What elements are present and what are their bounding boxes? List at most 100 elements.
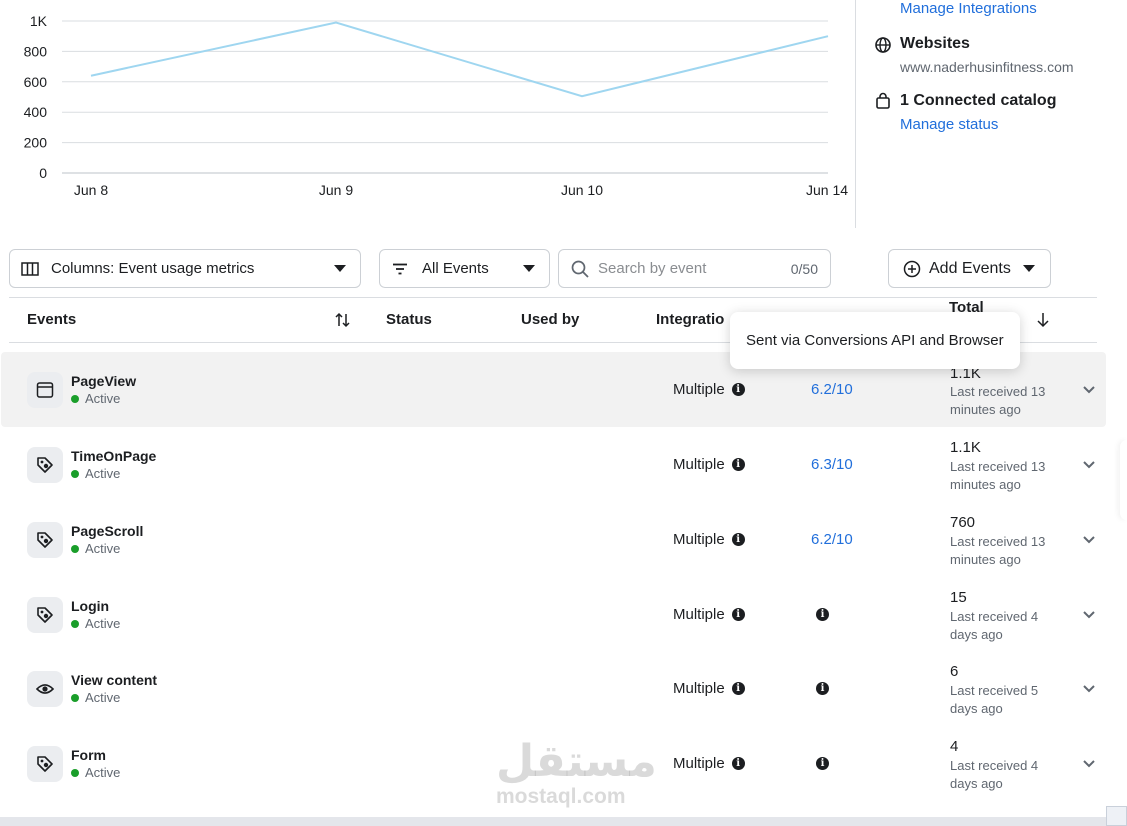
last-received: Last received 5 days ago	[950, 683, 1039, 716]
integration-cell: Multiple i	[673, 381, 745, 398]
chevron-down-icon[interactable]	[1082, 610, 1096, 620]
event-name[interactable]: View content	[71, 672, 158, 688]
event-name[interactable]: TimeOnPage	[71, 448, 157, 464]
event-name[interactable]: Form	[71, 747, 106, 763]
status-text: Active	[85, 391, 121, 406]
y-tick-label: 0	[39, 165, 47, 181]
tag-icon	[27, 447, 63, 483]
plus-circle-icon	[902, 259, 922, 279]
y-tick-label: 1K	[30, 13, 48, 29]
integration-text: Multiple	[673, 381, 725, 398]
event-name[interactable]: PageScroll	[71, 523, 144, 539]
arrow-down-icon[interactable]	[1036, 312, 1050, 333]
active-dot-icon	[71, 619, 79, 628]
y-tick-label: 800	[24, 43, 48, 59]
info-icon[interactable]: i	[731, 458, 745, 471]
watermark-arabic: مستقل	[496, 736, 657, 787]
table-row[interactable]: Form Active Multiple i i 4 Last received 4 day…	[1, 726, 1106, 801]
websites-title: Websites	[900, 35, 970, 52]
table-row[interactable]: PageScroll Active Multiple i 6.2/10 760 Last r…	[1, 502, 1106, 577]
globe-icon	[874, 36, 892, 54]
column-header-used-by[interactable]: Used by	[521, 311, 580, 328]
total-count: 6	[950, 663, 959, 680]
manage-integrations-link[interactable]: Manage Integrations	[900, 0, 1037, 17]
x-tick-label: Jun 8	[74, 182, 108, 198]
shopping-bag-icon	[874, 92, 892, 110]
integration-text: Multiple	[673, 680, 725, 697]
header-bottom-divider	[9, 342, 1097, 343]
column-header-total[interactable]: Total	[949, 299, 984, 316]
tooltip-text: Sent via Conversions API and Browser	[746, 332, 1004, 349]
header-top-divider	[9, 297, 1097, 298]
browser-window-icon	[27, 372, 63, 408]
corner-widget	[1106, 806, 1127, 826]
chevron-down-icon[interactable]	[1082, 460, 1096, 470]
x-tick-label: Jun 10	[561, 182, 603, 198]
event-match-quality-link[interactable]: 6.3/10	[811, 456, 853, 473]
integration-cell: Multiple i	[673, 755, 745, 772]
filter-label: All Events	[422, 260, 489, 277]
y-tick-label: 600	[24, 74, 48, 90]
search-icon	[570, 259, 590, 279]
manage-status-link[interactable]: Manage status	[900, 116, 999, 133]
last-received: Last received 13 minutes ago	[950, 459, 1046, 492]
event-match-quality-link[interactable]: 6.2/10	[811, 381, 853, 398]
info-icon[interactable]: i	[731, 682, 745, 695]
info-icon[interactable]: i	[731, 533, 745, 546]
side-panel-edge	[1120, 440, 1127, 520]
event-status: Active	[71, 690, 120, 705]
total-count: 1.1K	[950, 365, 981, 382]
event-status: Active	[71, 616, 120, 631]
table-row[interactable]: Login Active Multiple i i 15 Last received 4 d…	[1, 577, 1106, 652]
event-name[interactable]: PageView	[71, 373, 137, 389]
add-events-button[interactable]: Add Events	[888, 249, 1051, 288]
active-dot-icon	[71, 693, 79, 702]
event-status: Active	[71, 765, 120, 780]
columns-icon	[20, 259, 40, 279]
chevron-down-icon[interactable]	[1082, 535, 1096, 545]
last-received: Last received 4 days ago	[950, 758, 1039, 791]
active-dot-icon	[71, 544, 79, 553]
column-header-events[interactable]: Events	[27, 311, 77, 328]
integration-text: Multiple	[673, 755, 725, 772]
tag-icon	[27, 746, 63, 782]
table-row[interactable]: View content Active Multiple i i 6 Last receiv…	[1, 651, 1106, 726]
integration-cell: Multiple i	[673, 531, 745, 548]
active-dot-icon	[71, 394, 79, 403]
table-row[interactable]: TimeOnPage Active Multiple i 6.3/10 1.1K Last …	[1, 427, 1106, 502]
website-url: www.naderhusinfitness.com	[900, 59, 1074, 75]
last-received: Last received 13 minutes ago	[950, 534, 1046, 567]
event-name[interactable]: Login	[71, 598, 110, 614]
eye-icon	[27, 671, 63, 707]
event-status: Active	[71, 541, 120, 556]
add-events-label: Add Events	[929, 259, 1011, 277]
search-input-placeholder[interactable]: Search by event	[598, 260, 707, 277]
integration-text: Multiple	[673, 606, 725, 623]
sort-icon[interactable]	[334, 312, 351, 333]
integration-cell: Multiple i	[673, 680, 745, 697]
chevron-down-icon	[334, 265, 346, 272]
search-character-count: 0/50	[790, 260, 818, 277]
info-icon[interactable]: i	[731, 383, 745, 396]
chevron-down-icon[interactable]	[1082, 759, 1096, 769]
tag-icon	[27, 522, 63, 558]
status-text: Active	[85, 466, 121, 481]
column-header-integration[interactable]: Integratio	[656, 311, 725, 328]
info-icon[interactable]: i	[816, 682, 829, 695]
column-header-status[interactable]: Status	[386, 311, 432, 328]
columns-dropdown[interactable]: Columns: Event usage metrics	[9, 249, 361, 288]
chevron-down-icon[interactable]	[1082, 385, 1096, 395]
info-icon[interactable]: i	[816, 608, 829, 621]
info-icon[interactable]: i	[731, 757, 745, 770]
event-filter-dropdown[interactable]: All Events	[379, 249, 550, 288]
event-status: Active	[71, 466, 120, 481]
x-tick-label: Jun 14	[806, 182, 848, 198]
event-match-quality-link[interactable]: 6.2/10	[811, 531, 853, 548]
x-tick-label: Jun 9	[319, 182, 353, 198]
search-event-field[interactable]: Search by event 0/50	[558, 249, 831, 288]
info-icon[interactable]: i	[731, 608, 745, 621]
total-count: 15	[950, 589, 967, 606]
chevron-down-icon[interactable]	[1082, 684, 1096, 694]
horizontal-scrollbar[interactable]	[0, 817, 1127, 826]
info-icon[interactable]: i	[816, 757, 829, 770]
